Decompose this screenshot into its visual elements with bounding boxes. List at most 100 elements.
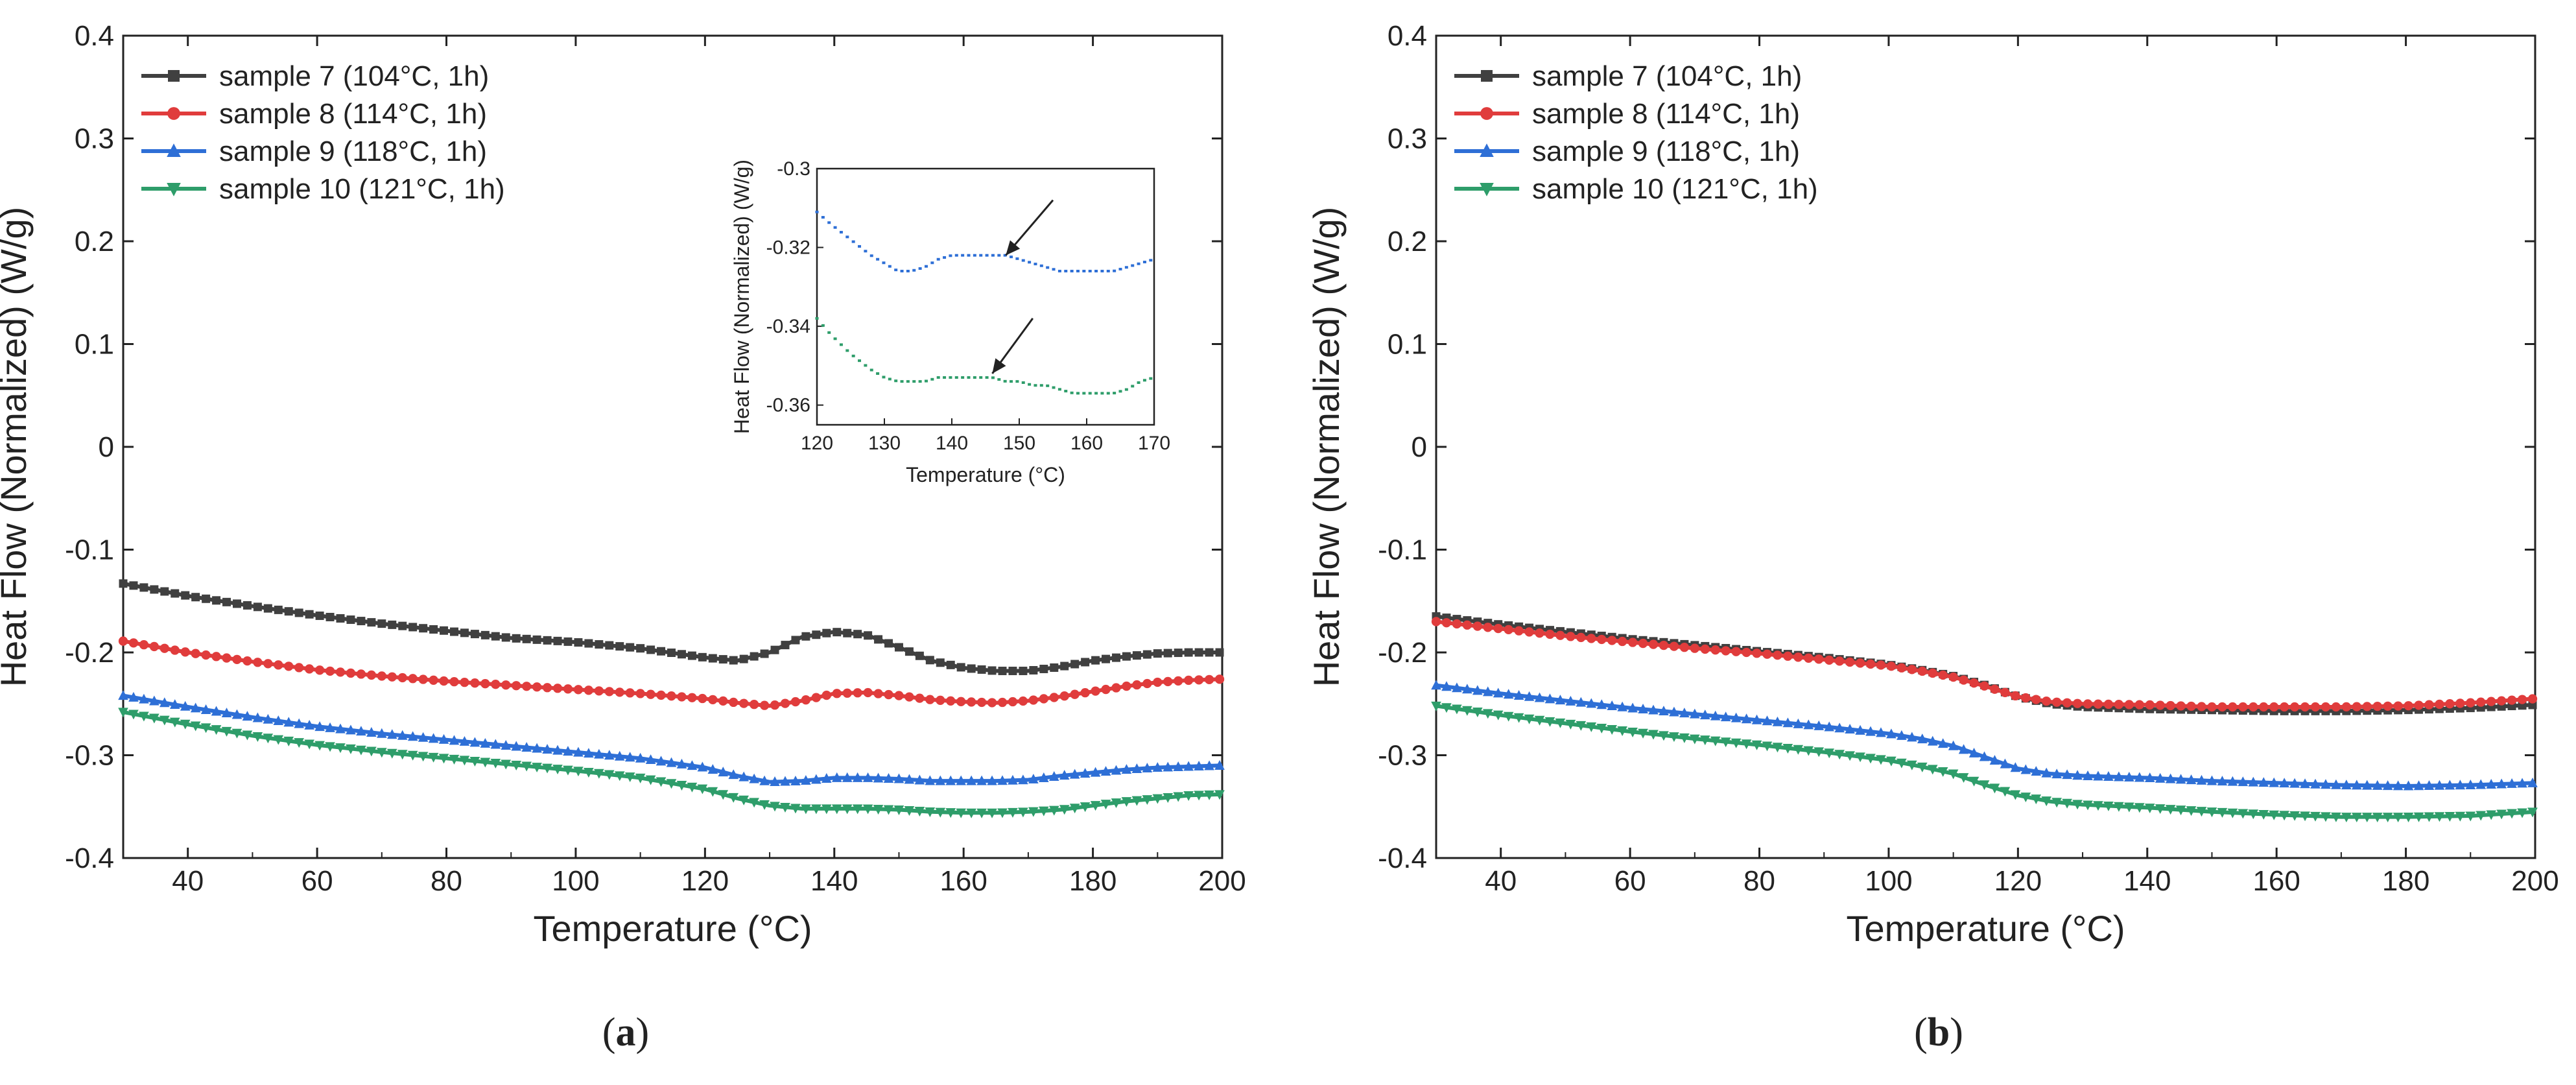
data-point — [2144, 804, 2155, 814]
data-point — [2507, 695, 2517, 705]
data-point — [129, 581, 138, 590]
data-point — [1462, 620, 1472, 630]
panel-a-chart: 40 60 80 100 120 140 160 180 200 -0.4 -0.3 -0.2 -0.1… — [0, 20, 1246, 949]
data-point — [366, 670, 377, 680]
data-point — [574, 638, 583, 647]
data-point — [1163, 649, 1172, 658]
inset-arrow-head-1 — [1006, 240, 1021, 256]
data-point — [542, 763, 552, 774]
data-point — [1029, 666, 1038, 675]
data-point — [1989, 783, 2000, 794]
data-point — [987, 808, 997, 818]
data-point — [687, 760, 698, 770]
data-point — [263, 659, 273, 669]
data-point — [1865, 754, 1876, 764]
data-point — [221, 708, 232, 718]
data-point — [1627, 638, 1638, 647]
inset-data-point — [876, 372, 880, 375]
x-tick-label: 60 — [301, 865, 333, 897]
data-point — [1814, 720, 1825, 730]
inset-data-point — [954, 376, 958, 379]
data-point — [2310, 778, 2321, 789]
x-tick-label: 80 — [1743, 865, 1775, 897]
data-point — [1059, 770, 1070, 780]
data-point — [1090, 801, 1101, 811]
data-point — [1690, 734, 1700, 745]
data-point — [190, 721, 201, 732]
data-point — [966, 808, 976, 818]
data-point — [1803, 719, 1814, 730]
data-point — [1122, 652, 1131, 661]
data-point — [956, 775, 966, 785]
data-point — [1731, 647, 1741, 656]
data-point — [1545, 629, 1555, 639]
data-point — [429, 675, 438, 685]
data-point — [821, 804, 832, 815]
data-point — [1174, 649, 1183, 658]
inset-data-point — [973, 376, 976, 379]
data-point — [294, 608, 303, 617]
x-tick-label: 160 — [939, 865, 987, 897]
inset-data-point — [1137, 381, 1140, 384]
data-point — [780, 776, 790, 786]
data-point — [314, 741, 325, 751]
data-point — [1555, 630, 1565, 640]
y-tick-label: -0.3 — [1378, 740, 1427, 772]
data-point — [160, 643, 169, 653]
data-point — [1865, 726, 1876, 736]
data-point — [1194, 761, 1204, 770]
data-point — [1876, 660, 1886, 670]
panel-b-chart: 40 60 80 100 120 140 160 180 200 -0.4 -0.3 -0.2 -0.1… — [1306, 20, 2559, 949]
legend-label-4: sample 10 (121°C, 1h) — [219, 173, 505, 205]
inset-data-point — [1028, 261, 1032, 264]
data-point — [2382, 813, 2393, 823]
data-point — [2217, 807, 2228, 818]
data-point — [139, 693, 149, 704]
data-point — [2175, 805, 2186, 816]
data-point — [2517, 695, 2527, 704]
data-point — [459, 756, 470, 766]
data-point — [263, 713, 274, 724]
inset-data-point — [967, 376, 971, 379]
data-point — [1596, 723, 1607, 733]
data-point — [1215, 648, 1224, 657]
data-point — [1897, 730, 1907, 740]
inset-x-axis-title: Temperature (°C) — [906, 463, 1065, 486]
data-point — [407, 750, 418, 761]
data-point — [2289, 811, 2300, 821]
data-point — [2413, 812, 2424, 822]
inset-data-point — [912, 268, 916, 272]
data-point — [893, 773, 904, 783]
inset-data-point — [930, 261, 934, 265]
data-point — [2414, 700, 2424, 710]
data-point — [1814, 747, 1825, 757]
data-point — [190, 702, 201, 713]
data-point — [2352, 780, 2362, 790]
data-point — [2444, 780, 2455, 790]
data-point — [460, 628, 469, 638]
data-point — [438, 733, 449, 744]
inset-data-point — [979, 254, 983, 257]
data-point — [1039, 806, 1049, 817]
inset-data-point — [1124, 266, 1128, 269]
data-point — [2228, 702, 2238, 712]
inset-data-point — [991, 376, 995, 379]
data-point — [1607, 700, 1617, 710]
data-point — [543, 636, 552, 645]
data-point — [873, 804, 884, 815]
inset-data-point — [1021, 259, 1025, 262]
data-point — [2134, 803, 2145, 813]
inset-data-point — [918, 380, 922, 383]
inset-chart: 120 130 140 150 160 170 -0.36 -0.34 -0.32 -0.3 Tem… — [730, 158, 1170, 486]
y-tick-label: 0.4 — [1388, 20, 1427, 52]
data-point — [1845, 751, 1855, 761]
data-point — [1814, 654, 1824, 664]
legend-marker-3 — [167, 143, 181, 157]
inset-y-tick-label: -0.36 — [766, 395, 810, 416]
data-point — [1876, 727, 1886, 737]
data-point — [1669, 732, 1679, 743]
data-point — [180, 719, 191, 730]
inset-data-point — [1052, 268, 1056, 271]
inset-data-point — [894, 268, 898, 272]
data-point — [883, 805, 894, 815]
